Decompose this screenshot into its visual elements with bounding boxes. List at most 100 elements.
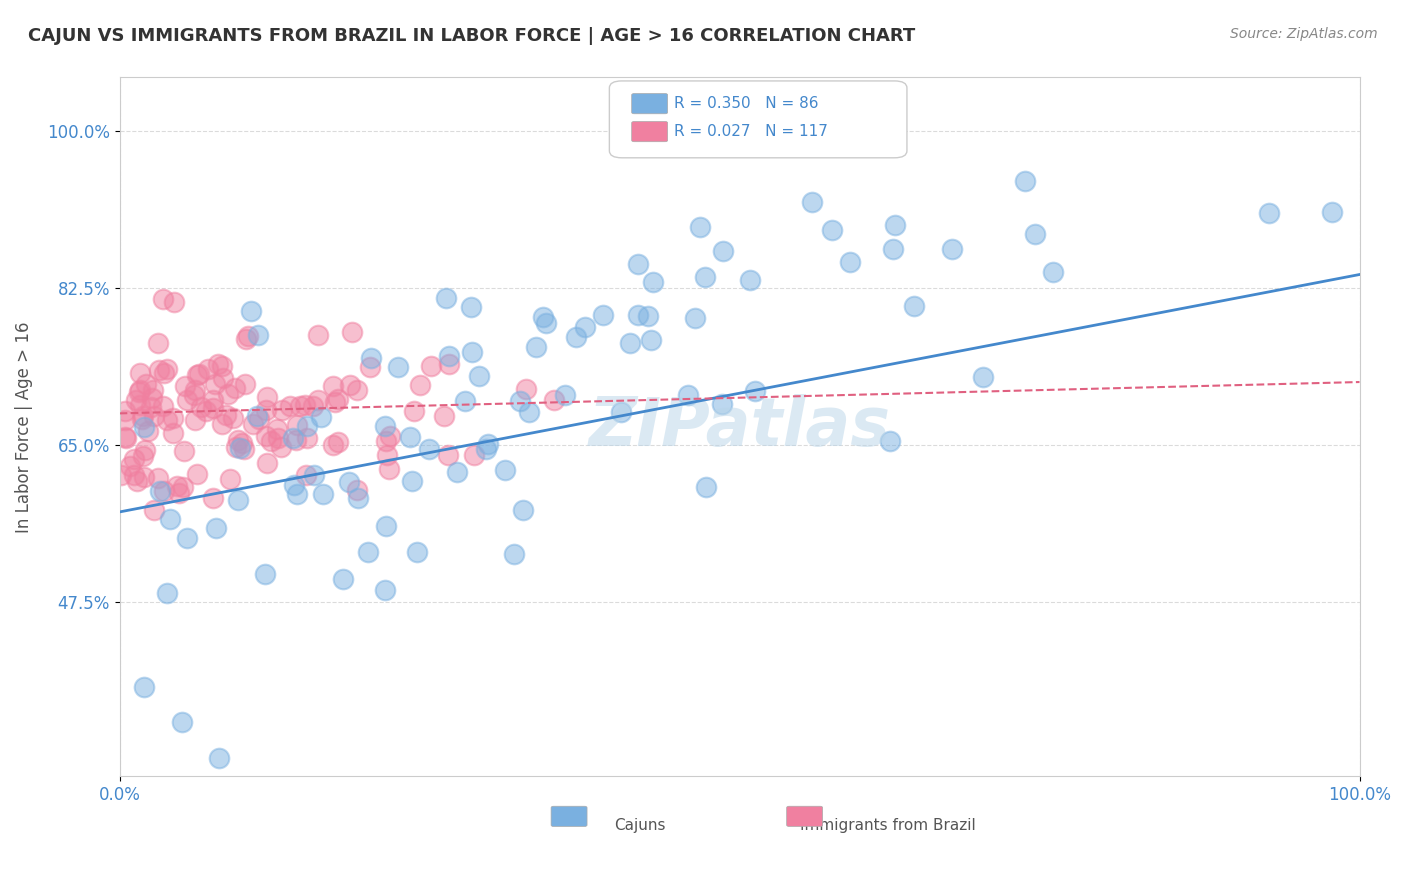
Point	[297, 419, 319, 434]
Point	[254, 567, 277, 582]
Point	[332, 572, 354, 586]
Point	[374, 418, 396, 433]
Point	[695, 480, 717, 494]
Point	[215, 408, 238, 422]
Point	[374, 582, 396, 597]
Point	[217, 386, 239, 401]
Point	[378, 461, 401, 475]
Point	[136, 424, 159, 438]
Point	[744, 384, 766, 398]
Point	[228, 492, 250, 507]
Point	[689, 220, 711, 235]
Point	[204, 377, 226, 392]
FancyBboxPatch shape	[551, 806, 588, 827]
Point	[129, 367, 152, 381]
Point	[127, 474, 149, 488]
Point	[124, 451, 146, 466]
Point	[517, 405, 540, 419]
Point	[515, 382, 537, 396]
FancyBboxPatch shape	[787, 806, 823, 827]
Point	[627, 309, 650, 323]
Point	[233, 442, 256, 457]
Point	[401, 475, 423, 489]
Point	[972, 369, 994, 384]
Point	[294, 467, 316, 482]
Point	[254, 429, 277, 443]
Point	[285, 486, 308, 500]
Point	[159, 512, 181, 526]
Point	[120, 459, 142, 474]
Point	[454, 394, 477, 409]
Point	[278, 399, 301, 413]
Point	[502, 547, 524, 561]
Point	[114, 404, 136, 418]
Point	[211, 359, 233, 374]
Point	[374, 434, 396, 448]
Point	[156, 413, 179, 427]
Point	[125, 392, 148, 407]
Point	[219, 472, 242, 486]
Point	[565, 329, 588, 343]
Point	[143, 409, 166, 424]
Point	[678, 388, 700, 402]
Point	[326, 434, 349, 449]
Point	[418, 442, 440, 456]
Point	[170, 715, 193, 730]
Text: ZIPatlas: ZIPatlas	[589, 393, 890, 459]
Point	[312, 486, 335, 500]
Point	[468, 369, 491, 384]
Point	[304, 468, 326, 483]
Point	[627, 257, 650, 271]
Point	[135, 377, 157, 392]
Point	[903, 299, 925, 313]
Point	[322, 379, 344, 393]
Point	[284, 433, 307, 447]
Point	[172, 480, 194, 494]
Point	[339, 378, 361, 392]
Point	[146, 470, 169, 484]
Point	[186, 467, 208, 481]
Point	[162, 411, 184, 425]
Point	[461, 344, 484, 359]
Point	[1014, 174, 1036, 188]
Point	[260, 434, 283, 448]
Point	[246, 328, 269, 343]
Point	[132, 470, 155, 484]
Point	[359, 359, 381, 374]
Point	[148, 363, 170, 377]
Point	[346, 383, 368, 397]
Point	[211, 371, 233, 385]
Point	[146, 335, 169, 350]
Point	[342, 325, 364, 339]
Point	[439, 349, 461, 363]
Point	[375, 448, 398, 462]
Point	[281, 431, 304, 445]
Point	[531, 310, 554, 325]
Point	[437, 448, 460, 462]
Point	[619, 336, 641, 351]
Point	[129, 398, 152, 412]
Point	[406, 545, 429, 559]
Point	[128, 385, 150, 400]
Point	[201, 491, 224, 506]
Point	[228, 441, 250, 455]
Y-axis label: In Labor Force | Age > 16: In Labor Force | Age > 16	[15, 321, 32, 533]
Point	[271, 403, 294, 417]
Point	[378, 429, 401, 443]
Point	[194, 403, 217, 417]
Point	[235, 333, 257, 347]
Point	[240, 304, 263, 318]
Text: CAJUN VS IMMIGRANTS FROM BRAZIL IN LABOR FORCE | AGE > 16 CORRELATION CHART: CAJUN VS IMMIGRANTS FROM BRAZIL IN LABOR…	[28, 27, 915, 45]
Point	[208, 751, 231, 765]
Point	[114, 430, 136, 444]
Point	[375, 518, 398, 533]
Point	[326, 392, 349, 406]
Point	[360, 351, 382, 365]
Point	[574, 320, 596, 334]
Point	[322, 438, 344, 452]
Point	[294, 398, 316, 412]
Point	[110, 468, 132, 483]
Point	[233, 377, 256, 392]
Point	[242, 417, 264, 431]
Point	[156, 361, 179, 376]
